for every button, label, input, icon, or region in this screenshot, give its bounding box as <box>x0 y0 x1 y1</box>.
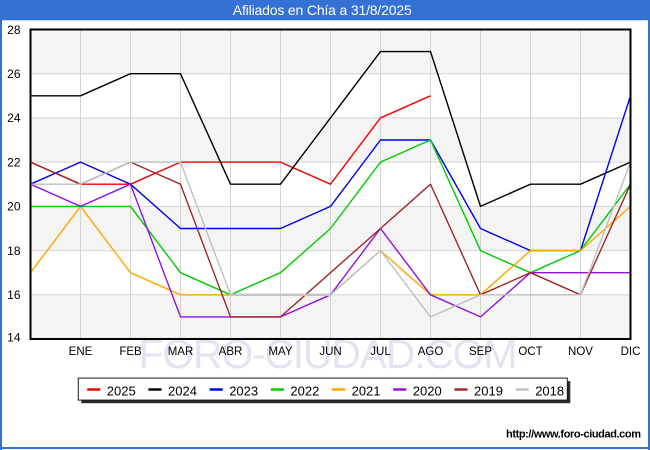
svg-text:NOV: NOV <box>568 346 593 358</box>
svg-text:SEP: SEP <box>469 346 492 358</box>
svg-text:2021: 2021 <box>352 384 381 399</box>
svg-text:26: 26 <box>7 67 21 81</box>
svg-text:2019: 2019 <box>474 384 503 399</box>
svg-text:22: 22 <box>7 155 21 169</box>
svg-text:20: 20 <box>7 200 21 214</box>
svg-text:JUL: JUL <box>370 346 391 358</box>
svg-text:28: 28 <box>7 23 21 37</box>
svg-text:MAY: MAY <box>268 346 292 358</box>
svg-text:24: 24 <box>7 111 21 125</box>
svg-text:http://www.foro-ciudad.com: http://www.foro-ciudad.com <box>506 429 641 441</box>
svg-text:2022: 2022 <box>290 384 319 399</box>
svg-text:14: 14 <box>7 331 21 345</box>
svg-text:2024: 2024 <box>168 384 197 399</box>
svg-text:DIC: DIC <box>621 346 641 358</box>
svg-text:16: 16 <box>7 288 21 302</box>
svg-text:2018: 2018 <box>535 384 564 399</box>
svg-text:18: 18 <box>7 244 21 258</box>
svg-text:ENE: ENE <box>69 346 93 358</box>
svg-text:2023: 2023 <box>229 384 258 399</box>
svg-text:AGO: AGO <box>418 346 444 358</box>
svg-text:JUN: JUN <box>319 346 341 358</box>
svg-text:Afiliados en Chía a 31/8/2025: Afiliados en Chía a 31/8/2025 <box>233 2 412 18</box>
svg-text:2025: 2025 <box>107 384 136 399</box>
svg-text:2020: 2020 <box>413 384 442 399</box>
svg-text:FEB: FEB <box>119 346 142 358</box>
svg-text:ABR: ABR <box>219 346 243 358</box>
svg-text:OCT: OCT <box>518 346 542 358</box>
svg-text:MAR: MAR <box>168 346 194 358</box>
